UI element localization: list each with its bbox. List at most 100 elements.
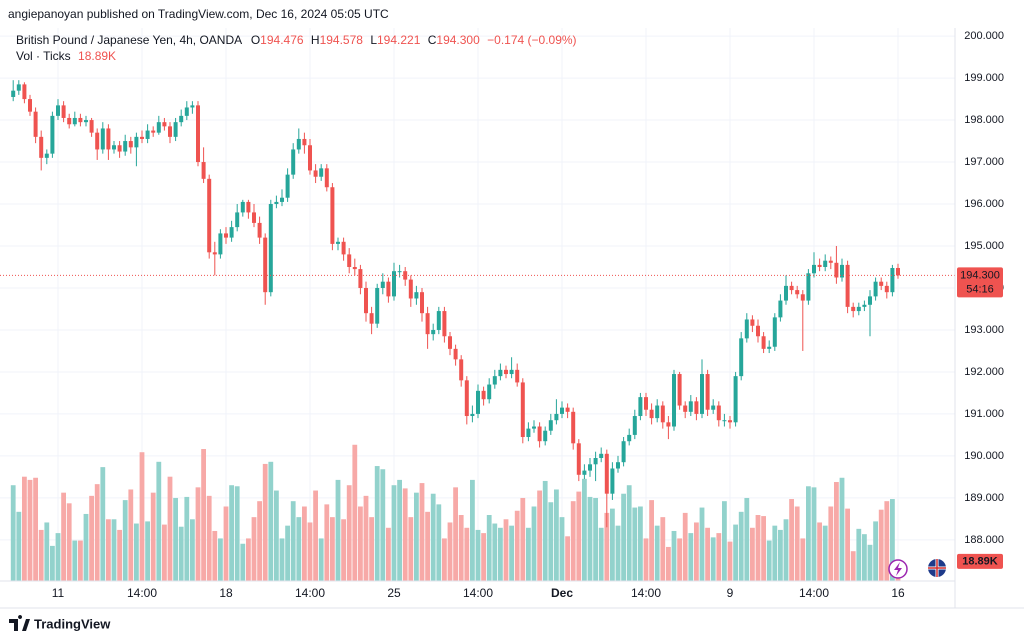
candle-body (78, 117, 83, 123)
volume-bar (694, 522, 699, 581)
candle-body (476, 390, 480, 414)
volume-bar (537, 490, 542, 581)
candle-body (263, 237, 268, 293)
volume-bar (570, 501, 576, 581)
candle-body (812, 264, 816, 274)
volume-bar (542, 480, 548, 581)
candle-body (851, 306, 856, 312)
volume-bar (27, 479, 33, 581)
y-tick-label: 192.000 (964, 366, 1004, 378)
volume-bar (587, 496, 593, 581)
candle-body (481, 390, 486, 400)
volume-bar (16, 511, 22, 581)
candle-body (341, 241, 346, 255)
candle-body (453, 348, 458, 360)
candle-body (224, 233, 228, 238)
candle-body (638, 397, 643, 417)
volume-bar (100, 467, 106, 581)
volume-bar (783, 519, 789, 581)
candle-body (487, 384, 492, 400)
legend-line: British Pound / Japanese Yen, 4h, OANDA … (16, 33, 577, 47)
volume-bar (206, 495, 212, 581)
volume-bar (671, 530, 677, 581)
volume-bar (66, 503, 72, 581)
volume-name: Vol · Ticks (16, 49, 71, 63)
volume-bar (811, 487, 817, 581)
volume-bar (643, 538, 649, 581)
volume-bar (128, 489, 134, 581)
volume-bar (442, 538, 447, 581)
candle-body (145, 130, 150, 139)
icon-bolt[interactable] (894, 562, 902, 576)
volume-bar (856, 528, 862, 581)
brand-logo[interactable]: TradingView (9, 615, 111, 631)
brand-name[interactable]: TradingView (34, 616, 111, 631)
volume-bar (638, 506, 643, 581)
volume-axis-label: 18.89K (962, 555, 998, 567)
volume-value: 18.89K (78, 49, 116, 63)
volume-bar (722, 501, 727, 581)
volume-bar (503, 519, 509, 581)
candle-body (795, 290, 800, 295)
volume-bar (111, 519, 117, 581)
candle-body (492, 376, 497, 385)
volume-bar (229, 485, 234, 581)
candle-body (240, 201, 245, 213)
volume-bar (363, 495, 369, 581)
volume-bar (55, 533, 61, 581)
candle-body (296, 138, 301, 150)
volume-bar (184, 496, 190, 581)
candle-body (509, 369, 514, 375)
candle-body (89, 120, 94, 133)
candle-body (565, 407, 570, 412)
volume-bar (531, 506, 537, 581)
candle-body (666, 422, 671, 427)
y-tick-label: 198.000 (964, 114, 1004, 126)
volume-bar (162, 524, 167, 581)
x-tick-label: 14:00 (463, 586, 493, 600)
logo-mark[interactable] (9, 615, 30, 631)
volume-bar (705, 527, 710, 581)
candle-body (537, 426, 542, 442)
icon-cross-red[interactable] (928, 559, 946, 577)
volume-bar (789, 499, 794, 581)
candle-body (884, 285, 889, 293)
candle-body (756, 325, 760, 337)
candle-body (39, 136, 44, 158)
volume-bar (598, 527, 604, 581)
candle-body (868, 296, 872, 305)
flag-icon[interactable] (928, 559, 946, 577)
candle-body (772, 317, 777, 347)
volume-bar (677, 538, 682, 581)
candle-body (700, 374, 704, 414)
candle-body (828, 260, 833, 263)
candle-body (61, 105, 66, 118)
x-tick-label: 14:00 (127, 586, 157, 600)
candle-body (397, 271, 402, 273)
candle-body (425, 313, 430, 335)
ohlc-value: 194.300 (436, 33, 480, 47)
candle-body (128, 141, 133, 148)
candle-body (16, 84, 21, 91)
candle-body (386, 281, 391, 297)
volume-bar (436, 504, 442, 581)
volume-bar (822, 525, 828, 581)
volume-bar (167, 476, 173, 581)
volume-bar (150, 492, 156, 581)
candle-body (823, 260, 828, 267)
y-tick-label: 191.000 (964, 408, 1004, 420)
candle-body (526, 428, 531, 438)
volume-bar (402, 488, 408, 581)
volume-compare-icon[interactable] (888, 559, 908, 579)
volume-bar (593, 497, 598, 581)
volume-bar (397, 479, 402, 581)
candle-body (72, 117, 77, 125)
volume-bar (453, 487, 458, 581)
candle-body (106, 128, 111, 150)
volume-bar (682, 512, 688, 581)
candle-body (285, 174, 290, 198)
volume-bar (486, 515, 492, 581)
x-tick-label: 14:00 (295, 586, 325, 600)
candle-body (134, 136, 139, 148)
